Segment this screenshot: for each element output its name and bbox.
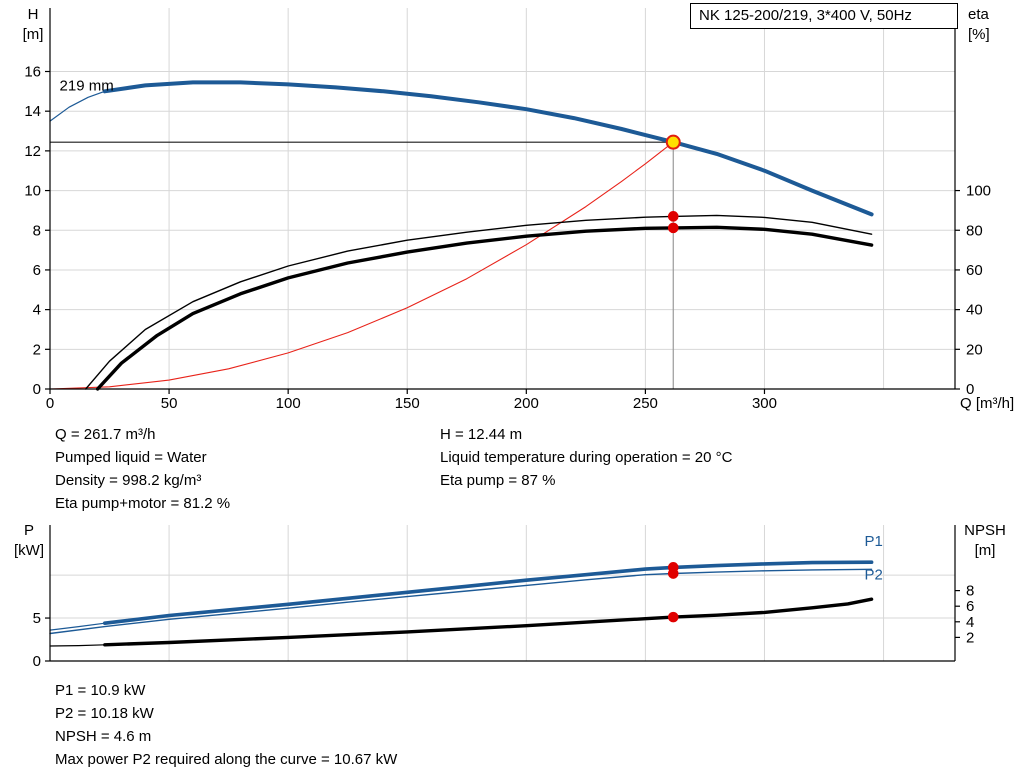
- eta-pump-curve: [84, 214, 873, 390]
- head-tick-label: 12: [24, 143, 41, 160]
- head-tick-label: 8: [33, 222, 41, 239]
- eta-axis-label: eta [%]: [968, 5, 1012, 45]
- npsh-tick-label: 8: [966, 583, 974, 600]
- head-curve-leadin: [49, 90, 106, 122]
- eta-tick-label: 60: [966, 262, 983, 279]
- flow-tick-label: 50: [161, 395, 178, 412]
- head-axis-symbol: H: [27, 6, 39, 23]
- max-power-text: Max power P2 required along the curve = …: [55, 751, 398, 768]
- eta-tick-label: 40: [966, 302, 983, 319]
- pumped-liquid-text: Pumped liquid = Water: [55, 449, 207, 466]
- p1-curve-leadin: [49, 622, 106, 631]
- eta-axis-symbol: eta: [968, 6, 989, 23]
- npsh-marker: [667, 611, 679, 623]
- head-value-text: H = 12.44 m: [440, 426, 523, 443]
- head-tick-label: 16: [24, 64, 41, 81]
- impeller-size-label: 219 mm: [60, 77, 114, 94]
- flow-tick-label: 250: [633, 395, 658, 412]
- eta-pump-text: Eta pump = 87 %: [440, 472, 556, 489]
- npsh-curve-leadin: [49, 644, 106, 647]
- head-tick-label: 6: [33, 262, 41, 279]
- eta-tick-label: 80: [966, 222, 983, 239]
- eta-pump-marker: [667, 211, 679, 222]
- power-axis-unit: [kW]: [14, 542, 44, 559]
- top-chart: 0 2 4 6 8 10 12 14 16 0 20 40 60 80 100 0 50 100 150 200 250…: [24, 8, 1014, 412]
- flow-tick-label: 150: [395, 395, 420, 412]
- power-tick-label: 0: [33, 653, 41, 670]
- eta-tick-label: 20: [966, 341, 983, 358]
- head-tick-label: 10: [24, 183, 41, 200]
- p2-marker: [667, 568, 679, 579]
- eta-tick-label: 100: [966, 183, 991, 200]
- eta-axis-unit: [%]: [968, 26, 990, 43]
- npsh-axis-symbol: NPSH: [964, 522, 1006, 539]
- flow-tick-label: 300: [752, 395, 777, 412]
- eta-pump-motor-curve: [95, 225, 874, 391]
- flow-tick-label: 100: [276, 395, 301, 412]
- system-curve: [49, 141, 674, 390]
- head-axis-label: H [m]: [16, 5, 50, 45]
- flow-value-text: Q = 261.7 m³/h: [55, 426, 156, 443]
- npsh-axis-label: NPSH [m]: [958, 521, 1012, 561]
- npsh-curve: [103, 597, 874, 647]
- density-text: Density = 998.2 kg/m³: [55, 472, 202, 489]
- duty-annotations-left: Q = 261.7 m³/h Pumped liquid = Water Den…: [55, 423, 230, 515]
- head-tick-label: 4: [33, 302, 41, 319]
- p2-value-text: P2 = 10.18 kW: [55, 705, 154, 722]
- npsh-value-text: NPSH = 4.6 m: [55, 728, 152, 745]
- eta-tick-label: 0: [966, 381, 974, 398]
- flow-axis-label: Q [m³/h]: [960, 395, 1014, 412]
- npsh-tick-label: 6: [966, 598, 974, 615]
- duty-annotations-right: H = 12.44 m Liquid temperature during op…: [440, 423, 732, 492]
- p2-curve: [49, 568, 873, 635]
- power-tick-label: 5: [33, 610, 41, 627]
- curve-name-label-p2: P2: [865, 566, 883, 583]
- flow-tick-label: 200: [514, 395, 539, 412]
- flow-tick-label: 0: [46, 395, 54, 412]
- duty-point-marker: [665, 134, 681, 150]
- npsh-tick-label: 2: [966, 629, 974, 646]
- p1-value-text: P1 = 10.9 kW: [55, 682, 146, 699]
- eta-pump-motor-text: Eta pump+motor = 81.2 %: [55, 495, 231, 512]
- npsh-axis-unit: [m]: [974, 542, 996, 559]
- power-axis-symbol: P: [23, 522, 34, 539]
- power-axis-label: P [kW]: [6, 521, 52, 561]
- eta-pump-motor-marker: [667, 222, 679, 234]
- head-tick-label: 0: [33, 381, 41, 398]
- head-tick-label: 2: [33, 341, 41, 358]
- npsh-tick-label: 4: [966, 614, 974, 631]
- head-tick-label: 14: [24, 103, 41, 120]
- p1-curve: [103, 560, 874, 626]
- curve-name-label-p1: P1: [865, 533, 883, 550]
- pump-title-box: NK 125-200/219, 3*400 V, 50Hz: [690, 3, 958, 29]
- power-annotations: P1 = 10.9 kW P2 = 10.18 kW NPSH = 4.6 m …: [55, 679, 397, 771]
- head-axis-unit: [m]: [22, 26, 44, 43]
- liquid-temperature-text: Liquid temperature during operation = 20…: [440, 449, 733, 466]
- head-curve-219mm: [102, 80, 874, 217]
